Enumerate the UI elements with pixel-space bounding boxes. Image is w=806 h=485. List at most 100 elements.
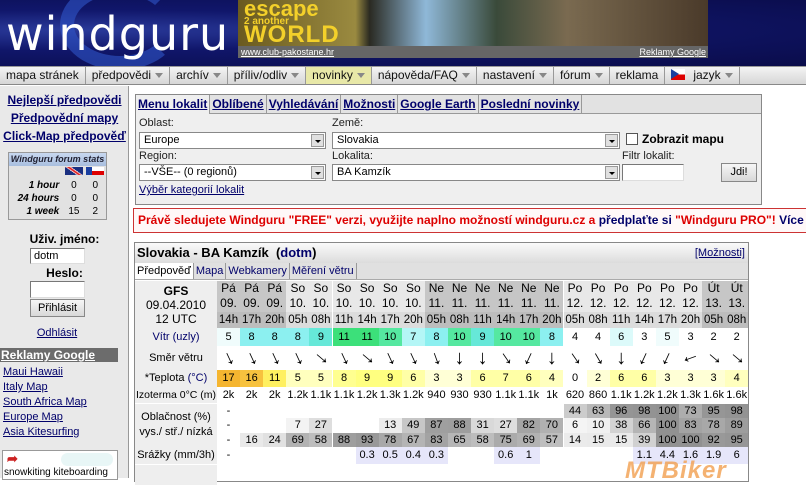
wind-speed-cell: 2: [702, 328, 726, 346]
chevron-down-icon: [311, 166, 324, 179]
cloud-high-cell: [355, 404, 379, 418]
tab-menu-lokalit[interactable]: Menu lokalit: [136, 95, 211, 114]
tab-posledni-novinky[interactable]: Poslední novinky: [479, 95, 583, 113]
cloud-low-cell: -: [226, 434, 231, 446]
ad-link[interactable]: Maui Hawaii: [3, 366, 63, 378]
wind-speed-cell: 11: [355, 328, 379, 346]
cloud-low-cell: 14: [563, 433, 587, 447]
temperature-cell: 5: [286, 370, 310, 387]
tab-moznosti[interactable]: Možnosti: [341, 95, 399, 113]
precip-cell: 1.1: [632, 447, 656, 464]
cloud-mid-cell: 27: [309, 418, 333, 433]
nav-item[interactable]: jazyk: [665, 67, 740, 84]
subscribe-link[interactable]: předplaťte si: [598, 213, 672, 227]
temp-unit-link[interactable]: (°C): [187, 372, 208, 384]
ad-link[interactable]: South Africa Map: [3, 396, 87, 408]
tab-google-earth[interactable]: Google Earth: [398, 95, 479, 113]
windguru-logo[interactable]: windguru: [6, 7, 230, 61]
google-ads-title[interactable]: Reklamy Google: [0, 348, 118, 362]
tab-webkamery[interactable]: Webkamery: [226, 263, 290, 279]
cloud-mid-cell: 49: [401, 418, 425, 433]
sidebar-link-click-map[interactable]: Click-Map předpověď: [3, 129, 126, 143]
wind-speed-cell: 5: [655, 328, 679, 346]
cloud-high-cell: [263, 404, 287, 418]
sidebar-link-best-forecasts[interactable]: Nejlepší předpovědi: [7, 93, 122, 107]
tab-mereni-vetru[interactable]: Měření větru: [290, 263, 357, 279]
categories-link[interactable]: Výběr kategorií lokalit: [139, 184, 245, 196]
tab-vyhledavani[interactable]: Vyhledávání: [267, 95, 342, 113]
isotherm-cell: 2k: [245, 389, 258, 401]
wind-direction-arrow-icon: ↓: [355, 347, 379, 369]
nav-item[interactable]: předpovědi: [86, 67, 171, 84]
show-map-checkbox[interactable]: [626, 133, 638, 145]
partner-logos[interactable]: ➦ snowkiting kiteboarding: [2, 450, 118, 480]
login-button[interactable]: Přihlásit: [30, 299, 85, 317]
username-input[interactable]: dotm: [30, 248, 85, 264]
wind-speed-cell: 10: [378, 328, 402, 346]
wind-speed-cell: 4: [563, 328, 587, 346]
isotherm-cell: 1.1k: [495, 389, 517, 401]
hour-cell: 05h: [563, 312, 587, 328]
precip-cell: [448, 447, 471, 464]
day-header: So 10.: [286, 281, 310, 312]
isotherm-cell: 2k: [268, 389, 281, 401]
cloud-mid-cell: [332, 418, 356, 433]
nav-item[interactable]: nastavení: [477, 67, 554, 84]
filter-input[interactable]: [622, 164, 684, 181]
user-link[interactable]: dotm: [280, 245, 313, 260]
banner-url[interactable]: www.club-pakostane.hr: [241, 47, 335, 57]
wind-speed-cell: 2: [725, 328, 749, 346]
cloud-high-cell: [517, 404, 541, 418]
nav-item[interactable]: archív: [170, 67, 228, 84]
password-input[interactable]: [30, 281, 85, 298]
dropdown-arrow-icon: [594, 73, 603, 78]
cloud-mid-cell: 78: [702, 418, 726, 433]
cloud-high-cell: 73: [679, 404, 702, 418]
more-info-link[interactable]: Více info: [779, 213, 806, 227]
hour-cell: 11h: [609, 312, 633, 328]
ad-link[interactable]: Italy Map: [3, 381, 48, 393]
sidebar-link-forecast-maps[interactable]: Předpovědní mapy: [10, 111, 119, 125]
ad-link[interactable]: Asia Kitesurfing: [3, 426, 80, 438]
tab-oblibene[interactable]: Oblíbené: [210, 95, 267, 113]
ad-banner[interactable]: escape 2 another WORLD www.club-pakostane.…: [238, 0, 708, 58]
wind-unit-link[interactable]: (uzly): [172, 331, 200, 343]
hour-cell: 05h: [286, 312, 310, 328]
day-header: So 10.: [401, 281, 425, 312]
ad-link[interactable]: Europe Map: [3, 411, 63, 423]
wind-speed-cell: 4: [586, 328, 610, 346]
nav-item[interactable]: příliv/odliv: [228, 67, 307, 84]
day-header: Pá 09.: [217, 281, 240, 312]
cloud-high-cell: [240, 404, 264, 418]
nav-item[interactable]: reklama: [610, 67, 666, 84]
forum-stats-title: Windguru forum stats: [9, 153, 106, 166]
cloud-high-cell: 95: [702, 404, 726, 418]
oblast-select[interactable]: Europe: [139, 132, 326, 149]
tab-mapa[interactable]: Mapa: [194, 263, 227, 279]
region-select[interactable]: --VŠE-- (0 regionů): [139, 164, 326, 181]
show-map-label: Zobrazit mapu: [642, 132, 725, 146]
dropdown-arrow-icon: [291, 73, 300, 78]
logout-link[interactable]: Odhlásit: [36, 327, 78, 339]
wind-direction-arrow-icon: ↓: [288, 346, 307, 370]
stats-row: 1 week 15 2: [26, 205, 99, 217]
wind-speed-cell: 10: [494, 328, 518, 346]
options-link[interactable]: [Možnosti]: [694, 247, 745, 259]
nav-item[interactable]: mapa stránek: [0, 67, 86, 84]
cloud-high-cell: [424, 404, 448, 418]
stats-row: 1 hour 0 0: [28, 179, 99, 191]
isotherm-label: Izoterma 0°C (m): [135, 387, 217, 403]
tab-predpoved[interactable]: Předpověď: [135, 263, 194, 279]
lokalita-select[interactable]: BA Kamzík: [332, 164, 620, 181]
banner-google-ads-link[interactable]: Reklamy Google: [639, 47, 706, 57]
isotherm-cell: 1.3k: [379, 389, 401, 401]
nav-item[interactable]: novinky: [306, 67, 372, 84]
dropdown-arrow-icon: [212, 73, 221, 78]
nav-item[interactable]: nápověda/FAQ: [372, 67, 477, 84]
go-button[interactable]: Jdi!: [721, 163, 757, 182]
nav-item[interactable]: fórum: [554, 67, 610, 84]
wind-link[interactable]: Vítr: [152, 331, 170, 343]
zeme-select[interactable]: Slovakia: [332, 132, 620, 149]
cloud-high-cell: 44: [563, 404, 587, 418]
precip-cell: 0.3: [424, 447, 448, 464]
